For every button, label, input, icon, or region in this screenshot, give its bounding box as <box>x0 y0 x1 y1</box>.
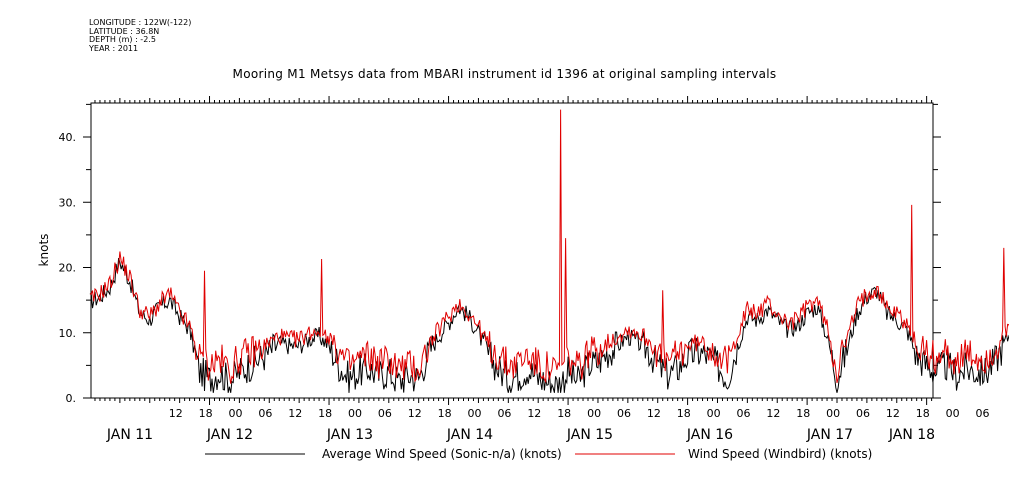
hour-tick-label: 00 <box>946 407 960 420</box>
hour-tick-label: 00 <box>348 407 362 420</box>
hour-tick-label: 18 <box>557 407 571 420</box>
hour-tick-label: 12 <box>766 407 780 420</box>
meta-year: YEAR : 2011 <box>89 43 139 53</box>
day-label: JAN 12 <box>206 427 253 443</box>
hour-tick-label: 12 <box>408 407 422 420</box>
hour-tick-label: 00 <box>707 407 721 420</box>
day-label: JAN 14 <box>446 427 493 443</box>
legend-label-windbird: Wind Speed (Windbird) (knots) <box>688 447 872 461</box>
hour-tick-labels: 12 18 00 06 12 18 00 06 12 18 00 06 12 18 00 06 12 18 00 06… <box>169 407 990 420</box>
hour-tick-label: 06 <box>378 407 392 420</box>
day-label: JAN 15 <box>566 427 613 443</box>
hour-tick-label: 18 <box>916 407 930 420</box>
metadata-block: LONGITUDE : 122W(-122) LATITUDE : 36.8N … <box>89 18 192 53</box>
day-labels: JAN 11 JAN 12 JAN 13 JAN 14 JAN 15 JAN 16 JAN … <box>106 427 935 443</box>
legend: Average Wind Speed (Sonic-n/a) (knots) W… <box>205 447 872 461</box>
hour-tick-label: 06 <box>258 407 272 420</box>
hour-tick-label: 12 <box>647 407 661 420</box>
y-tick-label: 10. <box>59 327 77 340</box>
hour-tick-label: 06 <box>976 407 990 420</box>
legend-label-sonic: Average Wind Speed (Sonic-n/a) (knots) <box>322 447 562 461</box>
hour-tick-label: 00 <box>229 407 243 420</box>
day-label: JAN 18 <box>888 427 935 443</box>
hour-tick-label: 06 <box>617 407 631 420</box>
hour-tick-label: 06 <box>736 407 750 420</box>
plot-frame <box>90 102 934 399</box>
meta-latitude: LATITUDE : 36.8N <box>89 26 160 36</box>
hour-tick-label: 12 <box>288 407 302 420</box>
hour-tick-label: 00 <box>587 407 601 420</box>
hour-tick-label: 06 <box>497 407 511 420</box>
day-label: JAN 13 <box>326 427 373 443</box>
hour-tick-label: 12 <box>886 407 900 420</box>
y-axis-label: knots <box>37 234 51 267</box>
meta-longitude: LONGITUDE : 122W(-122) <box>89 18 192 27</box>
hour-tick-label: 18 <box>199 407 213 420</box>
hour-tick-label: 18 <box>438 407 452 420</box>
hour-tick-label: 00 <box>826 407 840 420</box>
y-tick-label: 40. <box>59 131 77 144</box>
meta-depth: DEPTH (m) : -2.5 <box>89 35 156 45</box>
series-line-windbird <box>89 109 1009 384</box>
y-tick-labels: 0. 10. 20. 30. 40. <box>59 131 77 405</box>
hour-tick-label: 00 <box>468 407 482 420</box>
hour-tick-label: 06 <box>856 407 870 420</box>
day-label: JAN 16 <box>686 427 733 443</box>
y-tick-label: 30. <box>59 196 77 209</box>
axis-ticks <box>83 96 941 405</box>
series-line-sonic <box>89 257 1009 393</box>
hour-tick-label: 12 <box>169 407 183 420</box>
y-tick-label: 0. <box>66 392 77 405</box>
hour-tick-label: 18 <box>677 407 691 420</box>
day-label: JAN 17 <box>806 427 853 443</box>
hour-tick-label: 12 <box>527 407 541 420</box>
hour-tick-label: 18 <box>796 407 810 420</box>
hour-tick-label: 18 <box>318 407 332 420</box>
day-label: JAN 11 <box>106 427 153 443</box>
chart-title: Mooring M1 Metsys data from MBARI instru… <box>232 67 777 81</box>
series-lines <box>89 109 1009 393</box>
y-tick-label: 20. <box>59 262 77 275</box>
